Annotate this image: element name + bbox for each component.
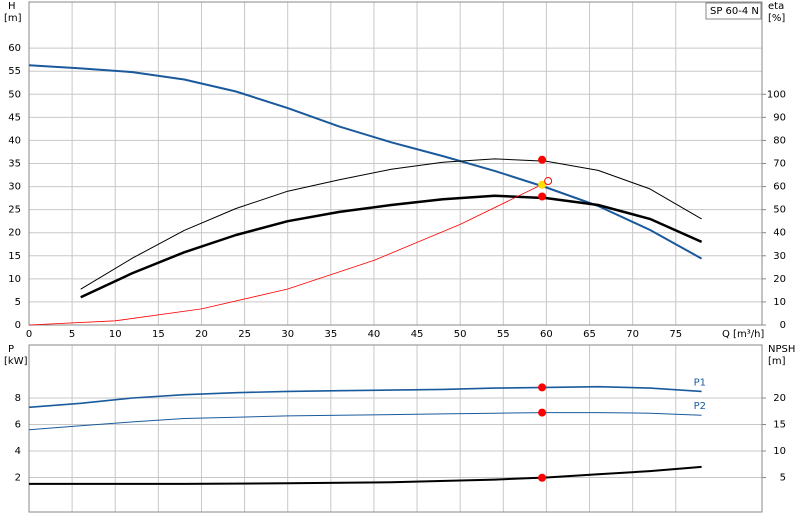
y2-tick-label: 20 — [773, 274, 786, 285]
y2-unit: [%] — [768, 13, 785, 24]
x-tick-label: 35 — [324, 329, 337, 340]
y-tick-label: 15 — [8, 251, 21, 262]
curve — [28, 385, 702, 409]
x-tick-label: 5 — [69, 329, 75, 340]
y-tick-label: 2 — [15, 473, 21, 484]
operating-point — [538, 180, 547, 189]
series-label: P1 — [694, 377, 706, 388]
series-label: P2 — [694, 401, 706, 412]
operating-point — [538, 155, 547, 164]
x-tick-label: 60 — [540, 329, 553, 340]
x-tick-label: 10 — [109, 329, 122, 340]
y-tick-label: 45 — [8, 112, 21, 123]
y2-tick-label: 10 — [773, 297, 786, 308]
x-tick-label: 50 — [454, 329, 467, 340]
y2-tick-label: 40 — [773, 228, 786, 239]
y-tick-label: 60 — [8, 43, 21, 54]
y2-tick-label: 80 — [773, 135, 786, 146]
x-tick-label: 40 — [368, 329, 381, 340]
x-tick-label: 75 — [669, 329, 682, 340]
y2-tick-label: 30 — [773, 251, 786, 262]
curve — [29, 465, 702, 485]
plot-frame — [28, 344, 763, 513]
x-tick-label: 55 — [497, 329, 510, 340]
y2-tick-label: 15 — [773, 420, 786, 431]
y-tick-label: 10 — [8, 274, 21, 285]
operating-point — [538, 473, 547, 482]
y2-tick-label: 90 — [773, 112, 786, 123]
x-tick-label: 65 — [583, 329, 596, 340]
plot-frame — [28, 1, 763, 326]
x-tick-label: 70 — [626, 329, 639, 340]
y2-label: NPSH — [768, 344, 795, 355]
operating-point — [538, 192, 547, 201]
x-tick-label: 30 — [281, 329, 294, 340]
operating-point — [538, 408, 547, 417]
operating-point — [544, 177, 553, 186]
y2-unit: [m] — [768, 356, 786, 367]
y2-tick-label: 70 — [773, 159, 786, 170]
y-unit: [m] — [4, 13, 22, 24]
y2-tick-label: 0 — [780, 320, 786, 331]
y-tick-label: 40 — [8, 135, 21, 146]
y-tick-label: 20 — [8, 228, 21, 239]
y2-tick-label: 20 — [773, 393, 786, 404]
y2-tick-label: 5 — [780, 473, 786, 484]
y-tick-label: 50 — [8, 89, 21, 100]
y-tick-label: 6 — [15, 420, 21, 431]
curve — [80, 158, 702, 290]
curve — [80, 194, 703, 299]
y2-label: eta — [768, 1, 784, 12]
x-tick-label: 45 — [411, 329, 424, 340]
y-tick-label: 4 — [15, 446, 21, 457]
y-tick-label: 35 — [8, 159, 21, 170]
x-tick-label: 15 — [152, 329, 165, 340]
x-tick-label: 25 — [238, 329, 251, 340]
x-label: Q [m³/h] — [722, 329, 764, 340]
y-tick-label: 30 — [8, 182, 21, 193]
y-unit: [kW] — [4, 356, 28, 367]
curve — [28, 182, 547, 326]
y-tick-label: 55 — [8, 66, 21, 77]
y-label: P — [8, 344, 14, 355]
y-label: H — [8, 1, 16, 12]
y2-tick-label: 60 — [773, 182, 786, 193]
x-tick-label: 20 — [195, 329, 208, 340]
annotation: SP 60-4 N — [710, 6, 759, 17]
y-tick-label: 25 — [8, 205, 21, 216]
operating-point — [538, 383, 547, 392]
curve — [28, 412, 702, 431]
y2-tick-label: 10 — [773, 446, 786, 457]
annotation-box — [705, 2, 762, 20]
y-tick-label: 0 — [15, 320, 21, 331]
y2-tick-label: 50 — [773, 205, 786, 216]
y-tick-label: 8 — [15, 393, 21, 404]
y-tick-label: 5 — [15, 297, 21, 308]
x-tick-label: 0 — [26, 329, 32, 340]
y2-tick-label: 100 — [767, 89, 786, 100]
